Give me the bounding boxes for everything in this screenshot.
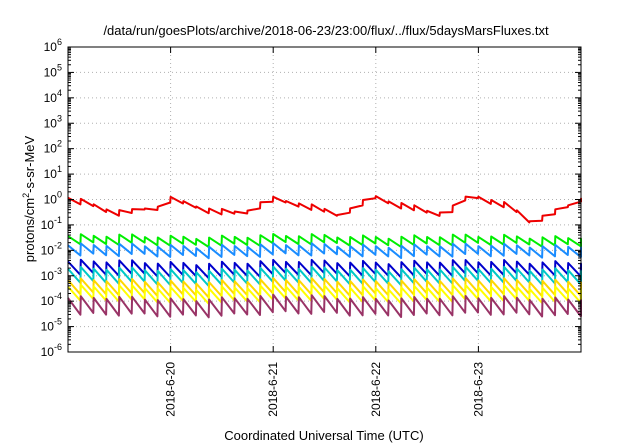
y-tick-label-exponent: 2 xyxy=(57,139,62,149)
y-tick-label-base: 10 xyxy=(44,193,58,207)
y-tick-label: 10-1 xyxy=(41,215,62,232)
x-tick-label: 2018-6-20 xyxy=(164,362,178,417)
y-tick-label-base: 10 xyxy=(41,294,55,308)
y-axis-label-main: protons/cm xyxy=(22,198,37,262)
y-tick-label-exponent: 5 xyxy=(57,62,62,72)
y-tick-label: 10-3 xyxy=(41,266,62,283)
y-tick-label-base: 10 xyxy=(44,40,58,54)
x-axis-label: Coordinated Universal Time (UTC) xyxy=(224,428,423,443)
y-tick-label: 104 xyxy=(44,88,62,105)
y-tick-label-exponent: 1 xyxy=(57,164,62,174)
x-tick-label: 2018-6-23 xyxy=(471,362,485,417)
y-tick-label-base: 10 xyxy=(44,167,58,181)
y-tick-label-exponent: -6 xyxy=(54,342,62,352)
y-tick-label-exponent: -1 xyxy=(54,215,62,225)
chart-title: /data/run/goesPlots/archive/2018-06-23/2… xyxy=(103,23,549,38)
flux-series-line xyxy=(67,265,582,287)
y-tick-label-base: 10 xyxy=(41,218,55,232)
y-axis-label-superscript: 2 xyxy=(21,193,31,198)
y-tick-label-base: 10 xyxy=(44,116,58,130)
y-axis-label: protons/cm2-s-sr-MeV xyxy=(21,135,37,262)
y-tick-label-base: 10 xyxy=(41,345,55,359)
flux-series-line xyxy=(67,195,582,224)
flux-series-line xyxy=(67,283,582,305)
y-tick-label-base: 10 xyxy=(41,320,55,334)
x-tick-label: 2018-6-22 xyxy=(369,362,383,417)
y-tick-label-exponent: 0 xyxy=(57,190,62,200)
y-tick-label: 102 xyxy=(44,139,62,156)
y-tick-label-base: 10 xyxy=(41,269,55,283)
y-tick-label-exponent: 4 xyxy=(57,88,62,98)
y-axis-ticks: 10-610-510-410-310-210-11001011021031041… xyxy=(41,37,581,359)
y-tick-label-exponent: -4 xyxy=(54,291,62,301)
x-axis-ticks: 2018-6-20 2018-6-21 2018-6-22 2018-6-23 xyxy=(164,47,485,417)
y-tick-label: 10-2 xyxy=(41,240,62,257)
y-tick-label-exponent: -5 xyxy=(54,317,62,327)
y-axis-label-unit: -s-sr-MeV xyxy=(22,135,37,192)
y-tick-label-base: 10 xyxy=(41,243,55,257)
y-tick-label-exponent: 6 xyxy=(57,37,62,47)
y-tick-label-exponent: 3 xyxy=(57,113,62,123)
y-tick-label: 101 xyxy=(44,164,62,181)
y-tick-label-exponent: -2 xyxy=(54,240,62,250)
flux-series-line xyxy=(67,233,582,248)
y-tick-label-exponent: -3 xyxy=(54,266,62,276)
y-tick-label: 100 xyxy=(44,190,62,207)
flux-series-line xyxy=(67,242,582,260)
y-tick-label: 10-4 xyxy=(41,291,62,308)
flux-series-line xyxy=(67,293,582,319)
y-tick-label-base: 10 xyxy=(44,65,58,79)
y-tick-label-base: 10 xyxy=(44,91,58,105)
y-tick-label: 105 xyxy=(44,62,62,79)
y-tick-label: 106 xyxy=(44,37,62,54)
series-lines xyxy=(67,195,582,319)
y-tick-label-base: 10 xyxy=(44,142,58,156)
x-tick-label: 2018-6-21 xyxy=(266,362,280,417)
plot-area-frame xyxy=(67,46,582,353)
y-tick-label: 10-5 xyxy=(41,317,62,334)
y-tick-label: 103 xyxy=(44,113,62,130)
y-tick-label: 10-6 xyxy=(41,342,62,359)
